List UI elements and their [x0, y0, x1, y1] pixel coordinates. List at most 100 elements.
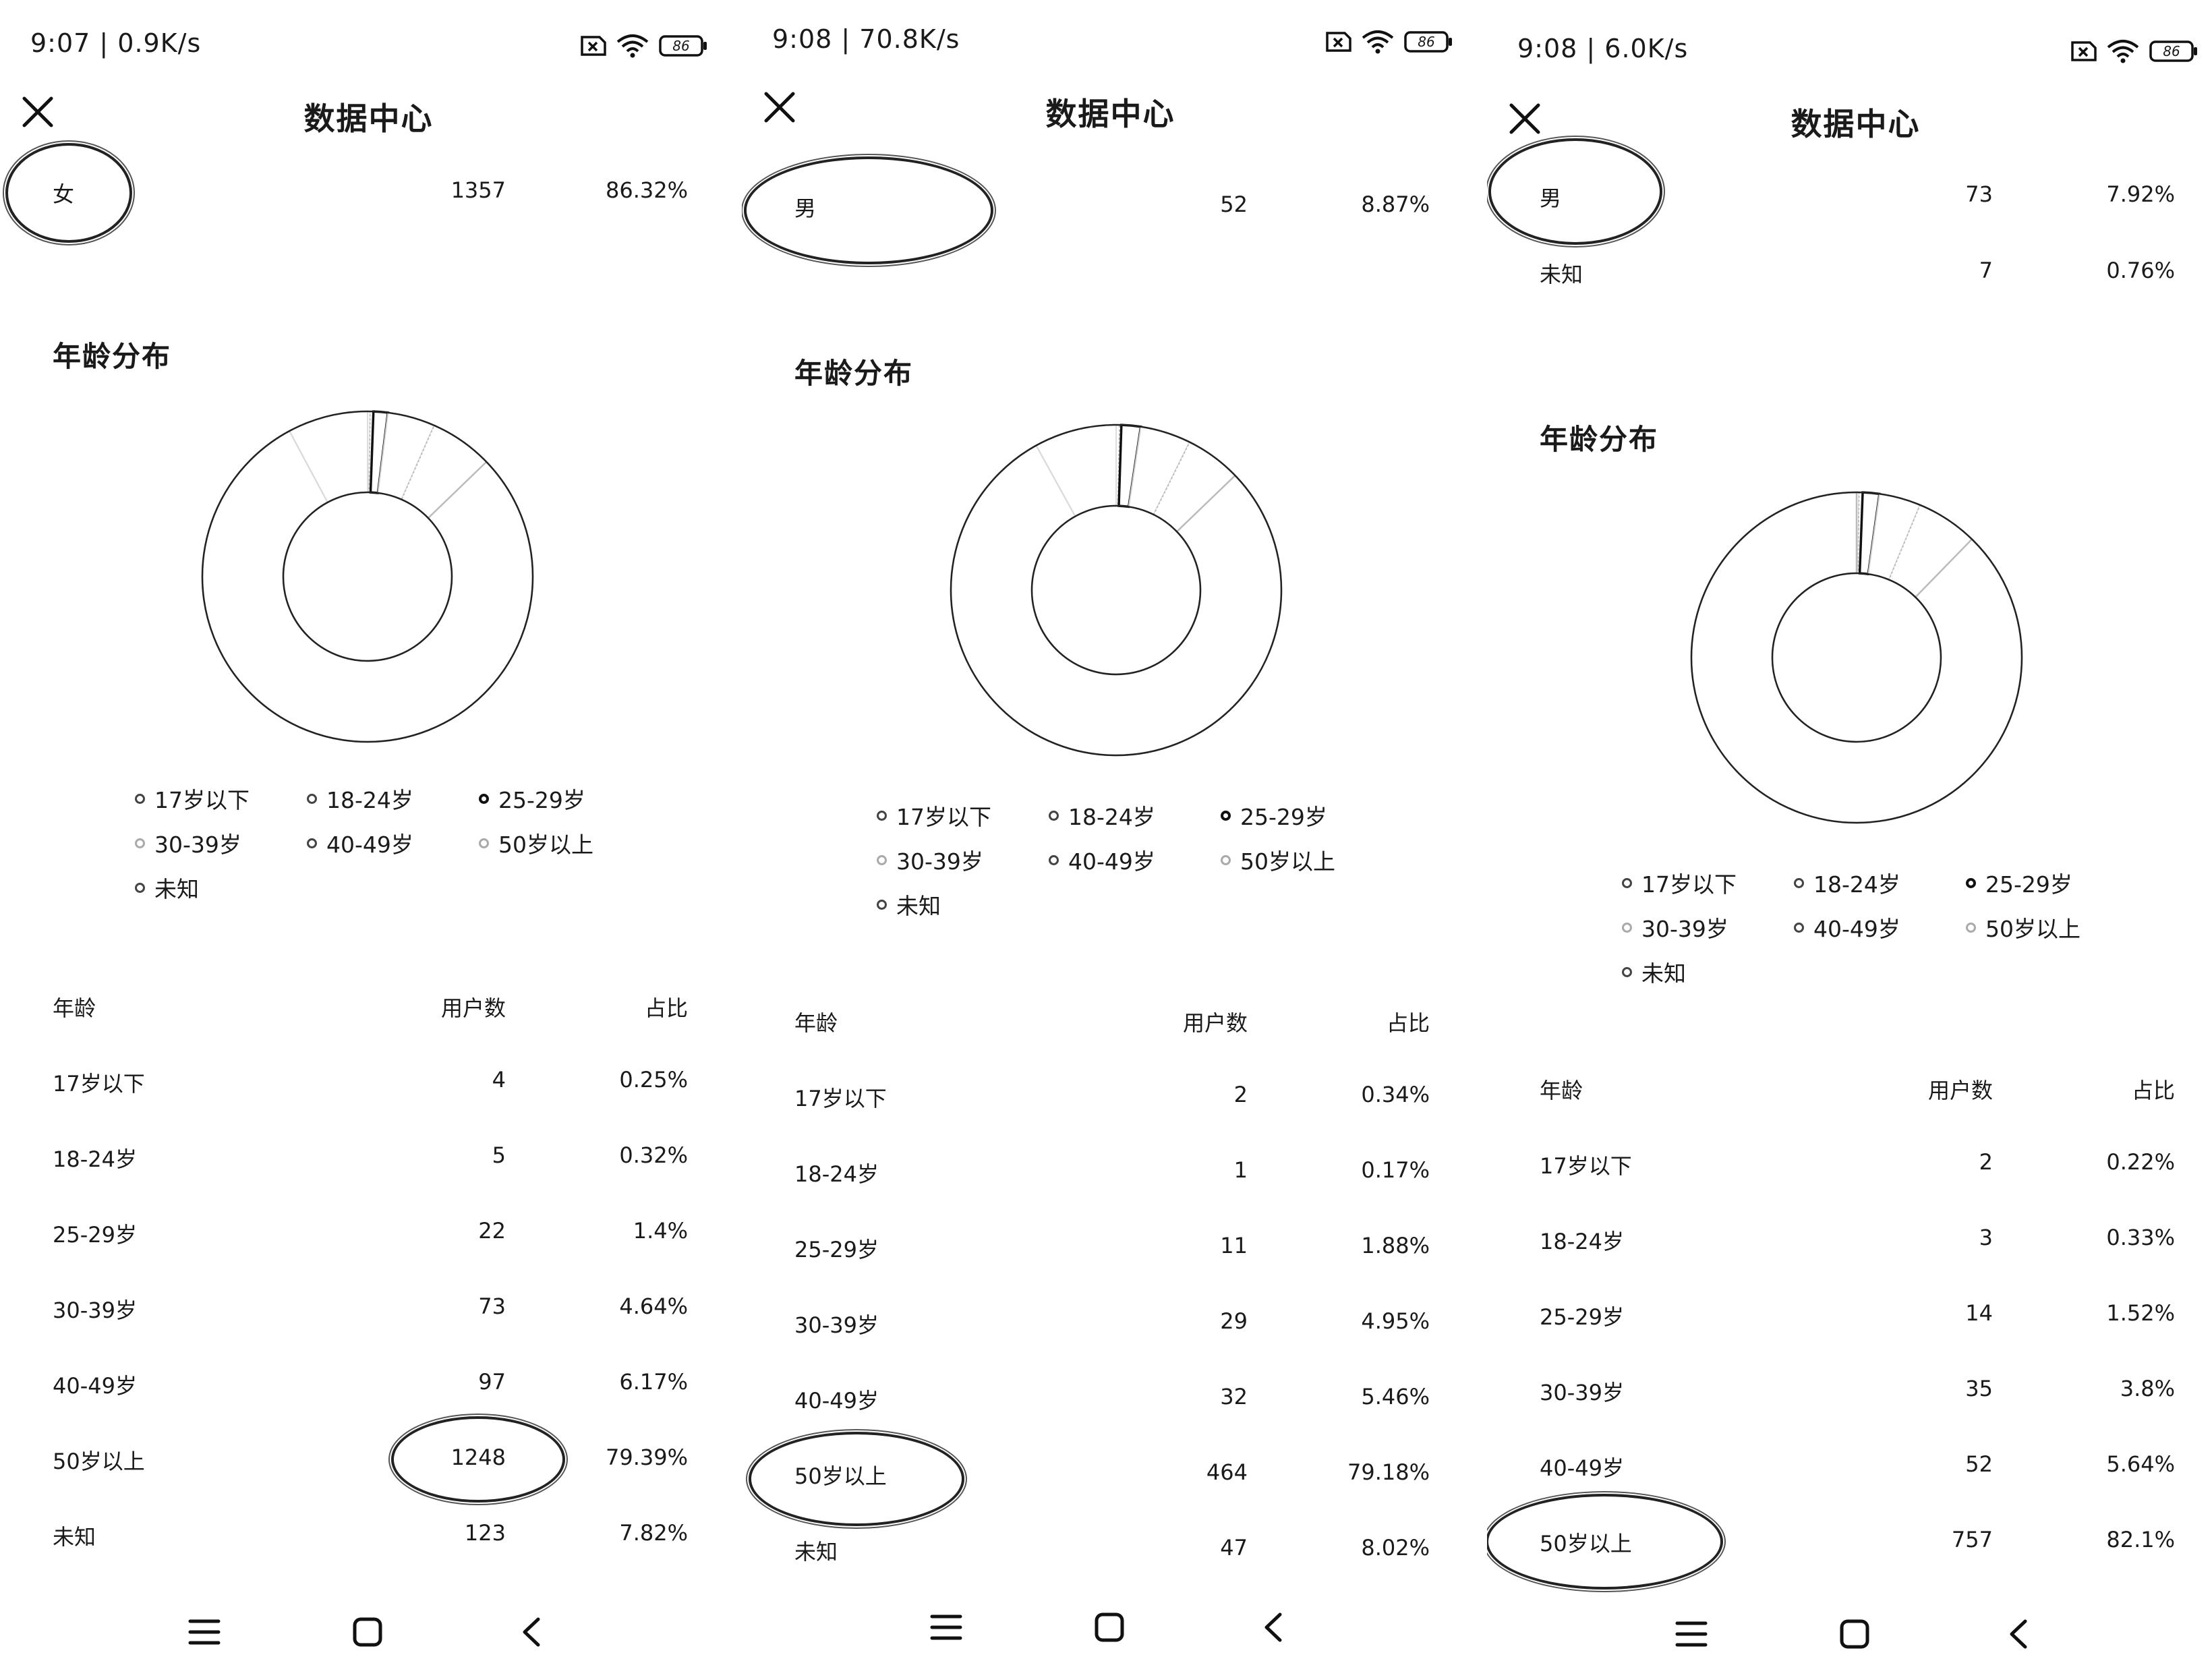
- home-icon[interactable]: [1838, 1617, 1871, 1651]
- menu-icon[interactable]: [187, 1617, 221, 1647]
- status-time: 9:08 | 6.0K/s: [1517, 34, 1689, 63]
- menu-icon[interactable]: [1675, 1619, 1708, 1649]
- donut-outer-ring: [950, 424, 1283, 757]
- cell-age: 25-29岁: [1540, 1304, 1624, 1330]
- table-header: 年龄 用户数 占比: [1487, 1074, 2212, 1103]
- legend-item[interactable]: 30-39岁: [135, 827, 241, 859]
- section-title-age: 年龄分布: [1540, 423, 1659, 456]
- cell-pct: 0.25%: [619, 1067, 688, 1093]
- cell-pct: 79.39%: [605, 1445, 688, 1470]
- legend-item[interactable]: 25-29岁: [1221, 799, 1327, 832]
- legend-label: 25-29岁: [498, 787, 585, 813]
- table-row: 17岁以下 2 0.22%: [1487, 1149, 2212, 1179]
- wifi-icon: [616, 34, 649, 58]
- cell-users: 32: [1220, 1384, 1248, 1409]
- header-age: 年龄: [53, 995, 96, 1021]
- legend-label: 25-29岁: [1240, 804, 1327, 830]
- legend-item[interactable]: 25-29岁: [479, 782, 585, 815]
- close-icon[interactable]: [19, 93, 57, 131]
- legend-item[interactable]: 40-49岁: [1794, 911, 1900, 943]
- highlight-oval: [744, 156, 993, 264]
- header-pct: 占比: [644, 995, 688, 1021]
- system-nav-bar: [742, 1600, 1479, 1654]
- cell-age: 18-24岁: [1540, 1229, 1624, 1254]
- cell-pct: 6.17%: [619, 1369, 688, 1395]
- table-header: 年龄 用户数 占比: [0, 991, 737, 1021]
- legend-label: 40-49岁: [1813, 916, 1900, 942]
- header-users: 用户数: [440, 995, 506, 1021]
- legend-item[interactable]: 未知: [877, 888, 941, 921]
- legend-item[interactable]: 未知: [1622, 956, 1686, 988]
- cell-pct: 1.88%: [1361, 1233, 1430, 1258]
- no-sim-icon: [1326, 32, 1351, 52]
- page-title: 数据中心: [303, 100, 434, 137]
- cell-users: 47: [1220, 1535, 1248, 1561]
- table-row: 40-49岁 52 5.64%: [1487, 1451, 2212, 1481]
- legend-label: 18-24岁: [326, 787, 413, 813]
- legend-label: 18-24岁: [1813, 871, 1900, 898]
- legend-label: 25-29岁: [1985, 871, 2072, 898]
- legend-item[interactable]: 17岁以下: [877, 799, 991, 832]
- cell-users: 35: [1965, 1376, 1993, 1401]
- battery-level: 86: [1418, 34, 1435, 50]
- close-icon[interactable]: [1506, 100, 1544, 138]
- back-icon[interactable]: [518, 1615, 545, 1649]
- home-icon[interactable]: [351, 1615, 384, 1649]
- chart-legend: 17岁以下 18-24岁 25-29岁 30-39岁 40-49岁 50岁以上未知: [1622, 867, 2134, 988]
- cell-age: 40-49岁: [53, 1373, 137, 1399]
- cell-pct: 1.52%: [2106, 1300, 2175, 1326]
- donut-outer-ring: [201, 410, 534, 743]
- legend-item[interactable]: 30-39岁: [1622, 911, 1728, 943]
- battery-level: 86: [672, 38, 690, 54]
- cell-users: 52: [1965, 1451, 1993, 1477]
- chart-legend: 17岁以下 18-24岁 25-29岁 30-39岁 40-49岁 50岁以上未知: [135, 782, 647, 904]
- legend-item[interactable]: 18-24岁: [1794, 867, 1900, 899]
- legend-item[interactable]: 17岁以下: [135, 782, 250, 815]
- donut-inner-ring: [1771, 572, 1942, 743]
- status-icons: 86: [1322, 30, 1453, 54]
- highlight-oval: [391, 1416, 565, 1503]
- table-row: 未知 47 8.02%: [742, 1535, 1479, 1565]
- legend-dot-icon: [1049, 854, 1059, 865]
- home-icon[interactable]: [1093, 1610, 1126, 1644]
- legend-dot-icon: [1966, 877, 1976, 888]
- table-row: 30-39岁 73 4.64%: [0, 1293, 737, 1323]
- legend-label: 18-24岁: [1068, 804, 1155, 830]
- menu-icon[interactable]: [929, 1612, 963, 1642]
- legend-item[interactable]: 50岁以上: [1966, 911, 2080, 943]
- app-panel-3: 9:08 | 6.0K/s 86 数据中心男 73 7.92% 未知 7 0.76% 年龄分布 1…: [1487, 0, 2212, 1659]
- legend-item[interactable]: 40-49岁: [1049, 844, 1155, 876]
- legend-label: 17岁以下: [896, 804, 991, 830]
- cell-age: 17岁以下: [1540, 1153, 1632, 1179]
- battery-level: 86: [2163, 43, 2180, 59]
- cell-age: 18-24岁: [53, 1146, 137, 1172]
- legend-item[interactable]: 40-49岁: [307, 827, 413, 859]
- cell-users: 2: [1233, 1082, 1248, 1107]
- page-title: 数据中心: [1045, 96, 1175, 132]
- cell-age: 17岁以下: [794, 1086, 887, 1111]
- cell-users: 464: [1206, 1459, 1248, 1485]
- header-pct: 占比: [2131, 1078, 2175, 1103]
- legend-item[interactable]: 17岁以下: [1622, 867, 1737, 899]
- no-sim-icon: [2071, 41, 2097, 61]
- legend-item[interactable]: 25-29岁: [1966, 867, 2072, 899]
- cell-users: 757: [1951, 1527, 1993, 1552]
- legend-item[interactable]: 18-24岁: [1049, 799, 1155, 832]
- legend-item[interactable]: 30-39岁: [877, 844, 983, 876]
- cell-users: 5: [492, 1142, 506, 1168]
- cell-age: 未知: [53, 1524, 96, 1550]
- back-icon[interactable]: [1260, 1610, 1287, 1644]
- legend-label: 未知: [154, 876, 199, 902]
- legend-item[interactable]: 18-24岁: [307, 782, 413, 815]
- close-icon[interactable]: [761, 88, 798, 126]
- legend-item[interactable]: 50岁以上: [479, 827, 593, 859]
- cell-age: 50岁以上: [53, 1449, 145, 1474]
- cell-age: 17岁以下: [53, 1071, 145, 1097]
- app-panel-1: 9:07 | 0.9K/s 86 数据中心女 1357 86.32% 年龄分布 17岁以下 1…: [0, 0, 737, 1659]
- legend-item[interactable]: 未知: [135, 871, 199, 904]
- gender-count: 73: [1965, 181, 1993, 207]
- legend-item[interactable]: 50岁以上: [1221, 844, 1335, 876]
- back-icon[interactable]: [2005, 1617, 2032, 1651]
- cell-pct: 0.17%: [1361, 1157, 1430, 1183]
- header-age: 年龄: [1540, 1078, 1583, 1103]
